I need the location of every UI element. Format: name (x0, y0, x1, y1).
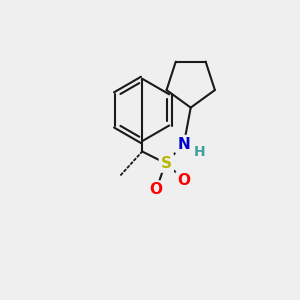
Text: S: S (161, 155, 172, 170)
Text: O: O (177, 173, 190, 188)
Text: O: O (150, 182, 163, 197)
Text: N: N (177, 137, 190, 152)
Text: H: H (194, 145, 206, 158)
